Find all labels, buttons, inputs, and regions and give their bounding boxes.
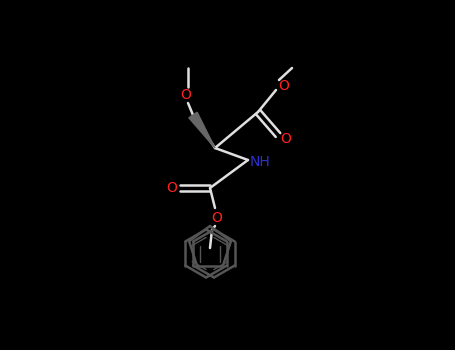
Text: O: O — [278, 79, 289, 93]
Polygon shape — [189, 112, 215, 148]
Text: O: O — [167, 181, 177, 195]
Text: O: O — [212, 211, 222, 225]
Text: O: O — [181, 88, 192, 102]
Text: NH: NH — [250, 155, 270, 169]
Text: O: O — [281, 132, 292, 146]
